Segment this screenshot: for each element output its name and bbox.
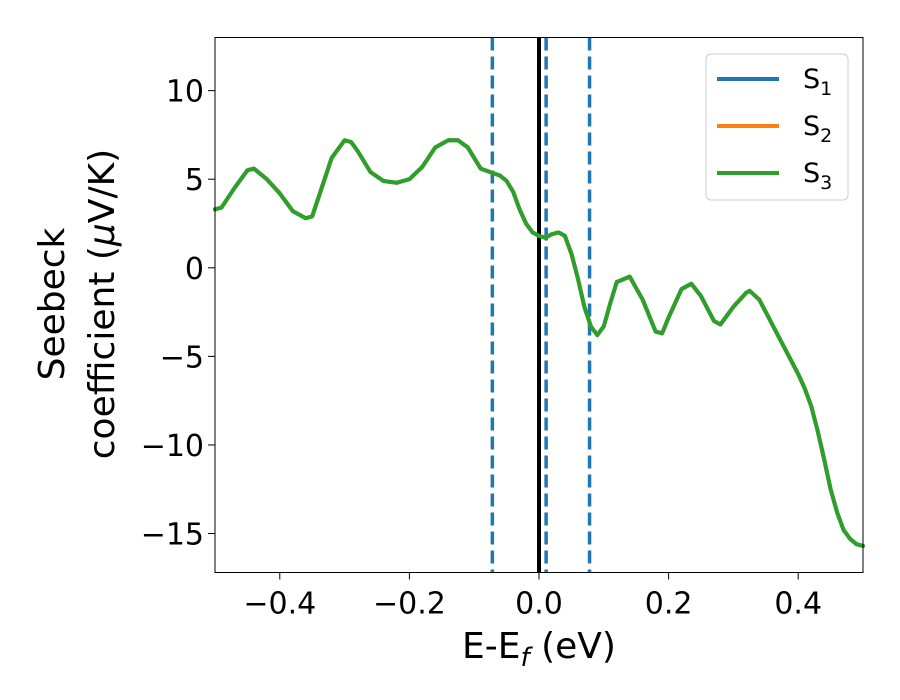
y-axis-ticks: 10 5 0 −5 −10 −15 [141,75,215,553]
y-axis-label-line1: Seebeck [32,227,73,380]
legend-label-s1: S1 [803,64,832,100]
x-tick-label: 0.2 [645,587,693,622]
x-tick-label: −0.2 [373,587,446,622]
vertical-lines [490,37,592,573]
x-axis-label: E-Ef (eV) [462,626,616,673]
y-axis-label: Seebeck coefficient (μV/K) [32,149,123,459]
legend: S1 S2 S3 [705,53,849,201]
y-tick-label: 5 [185,163,204,198]
x-axis-ticks: −0.4 −0.2 0.0 0.2 0.4 [243,572,822,622]
y-tick-label: 0 [185,252,204,287]
y-axis-label-line2: coefficient (μV/K) [82,149,123,459]
legend-entries: S1 S2 S3 [717,64,832,194]
series-lines [213,138,865,548]
x-tick-label: 0.4 [774,587,822,622]
y-tick-label: 10 [166,75,204,110]
y-tick-label: −15 [141,518,204,553]
legend-label-s3: S3 [803,158,832,194]
x-tick-label: −0.4 [243,587,316,622]
y-tick-label: −10 [141,429,204,464]
y-tick-label: −5 [160,340,204,375]
x-tick-label: 0.0 [515,587,563,622]
series-line-s3 [213,138,865,548]
legend-label-s2: S2 [803,111,832,147]
